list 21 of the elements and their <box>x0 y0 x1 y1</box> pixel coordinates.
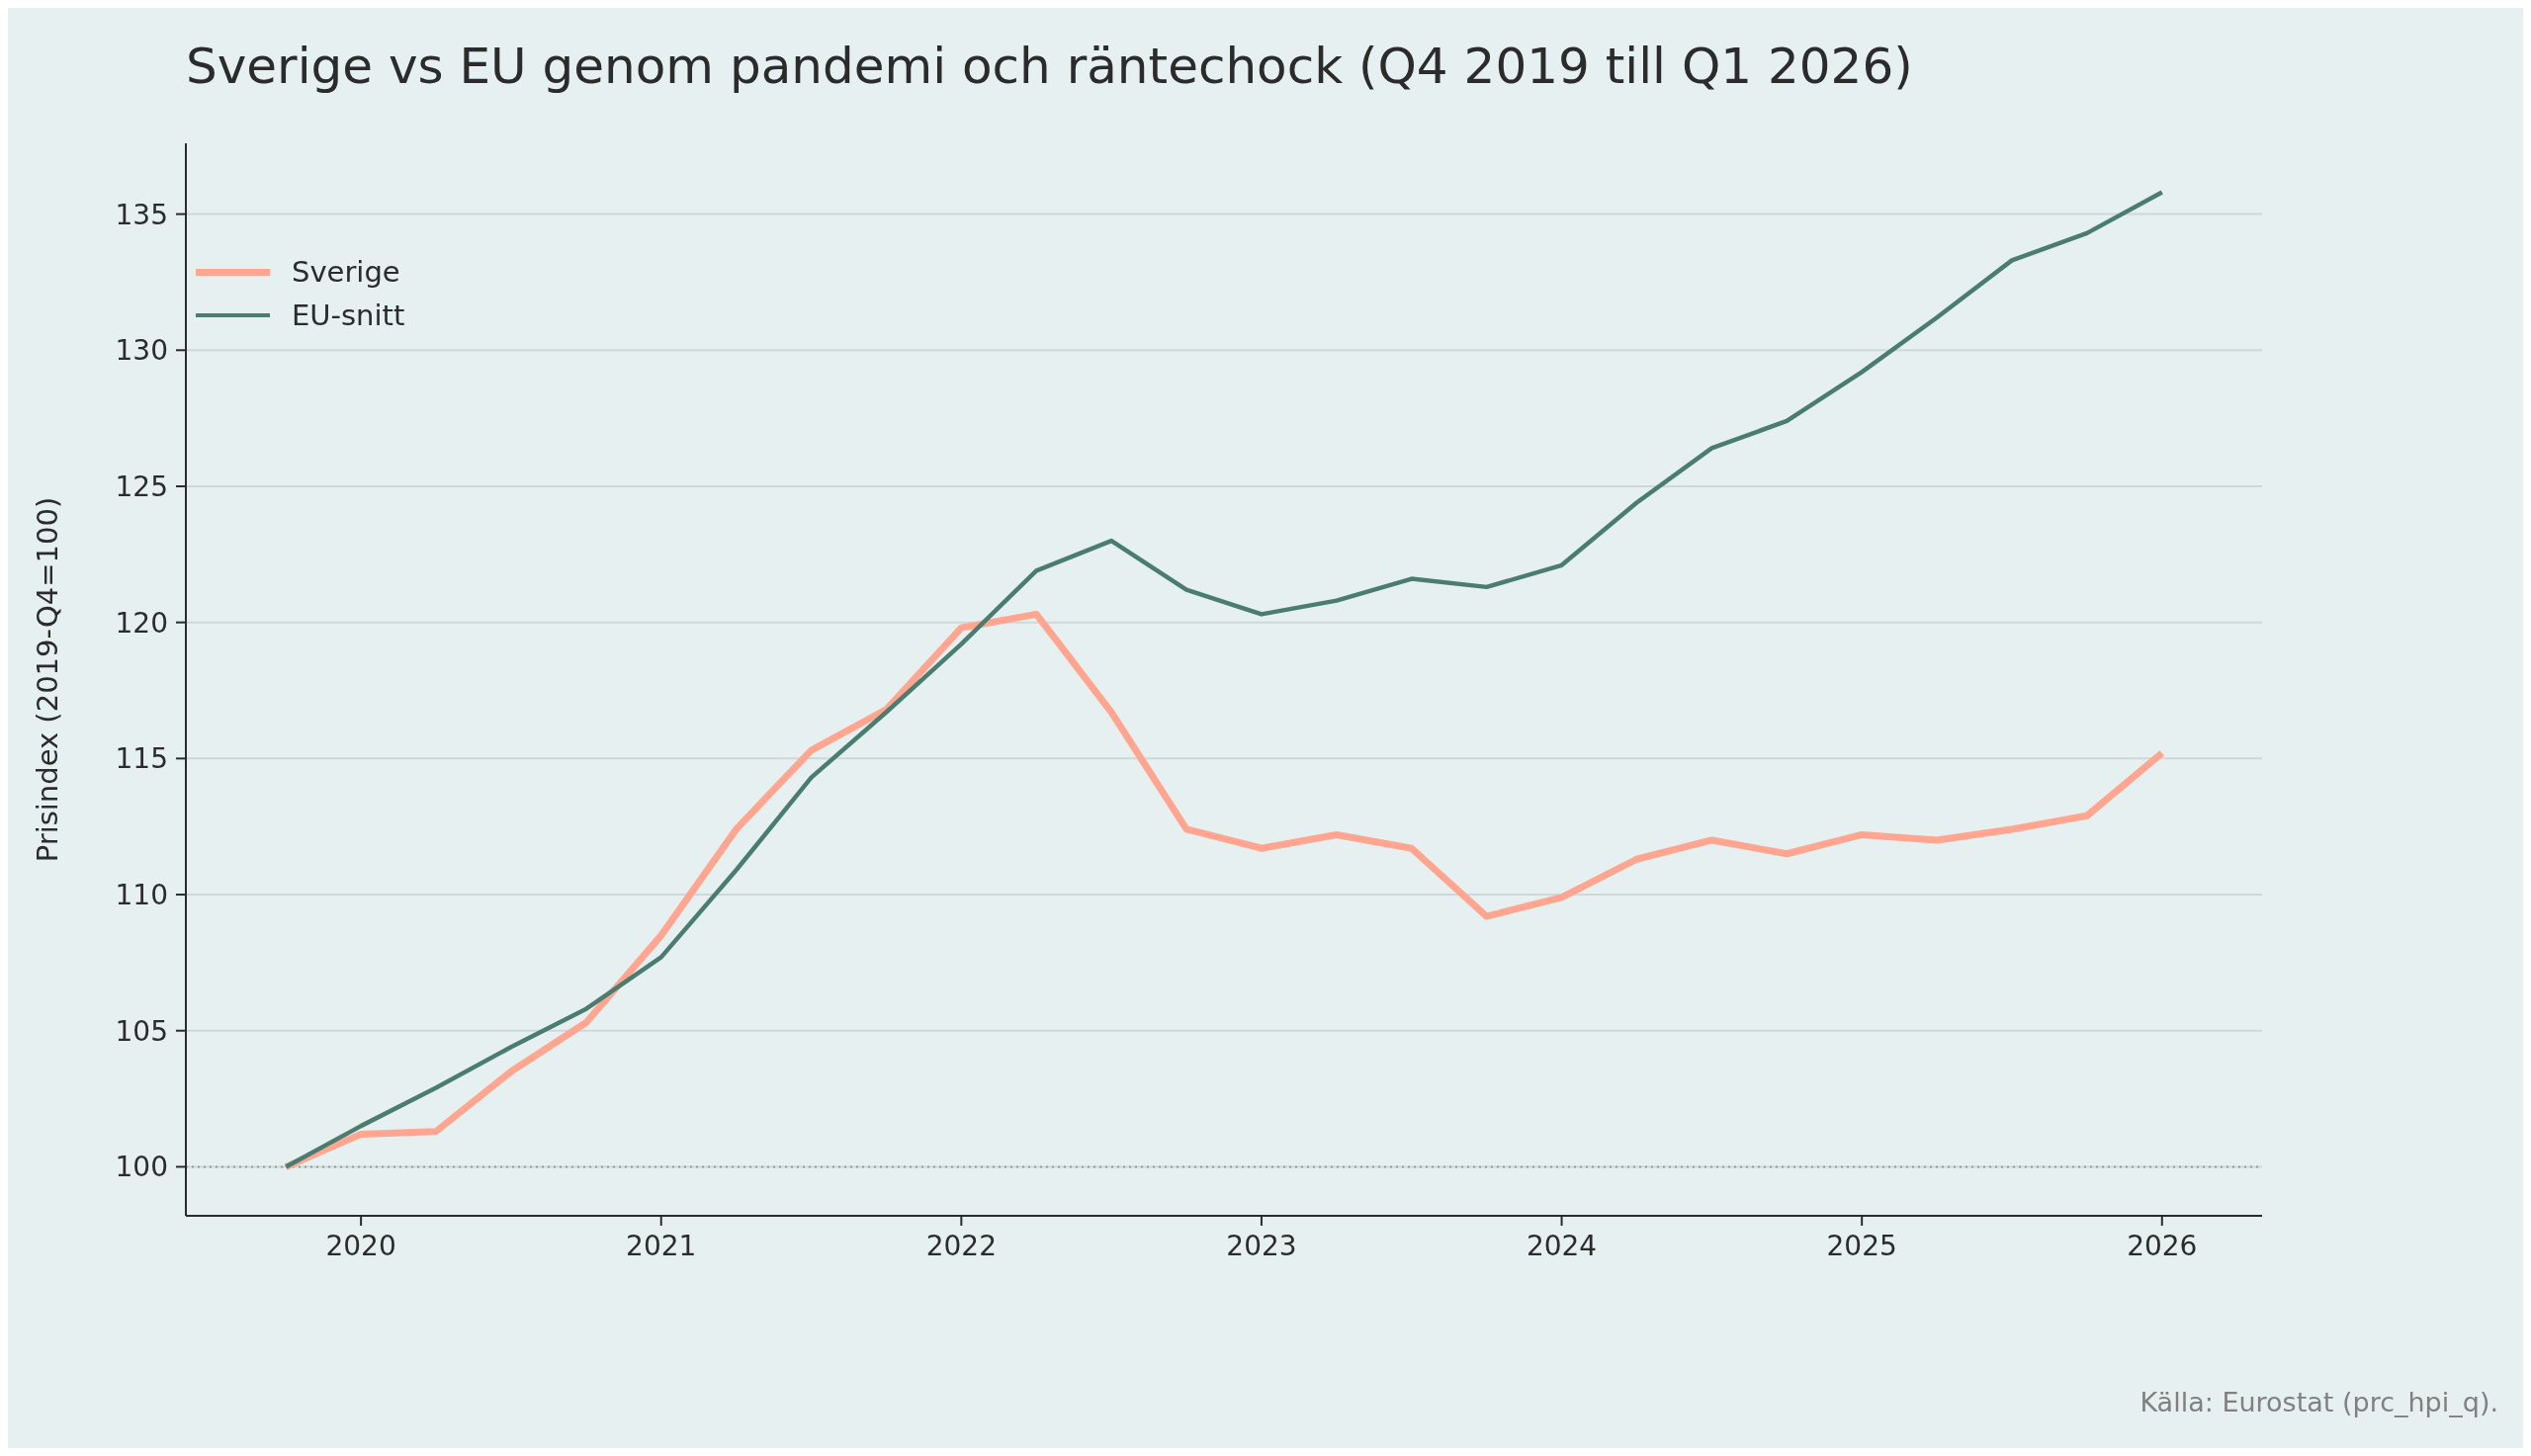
x-tick-label: 2026 <box>2127 1229 2198 1262</box>
y-tick-label: 110 <box>115 878 168 911</box>
y-tick-label: 105 <box>115 1014 168 1048</box>
x-tick-label: 2023 <box>1226 1229 1297 1262</box>
y-tick-label: 100 <box>115 1151 168 1184</box>
text: Källa: Eurostat (prc_hpi_q). <box>2139 1387 2498 1417</box>
x-tick-label: 2020 <box>325 1229 396 1262</box>
y-tick-label: 130 <box>115 334 168 368</box>
y-axis-title: Prisindex (2019-Q4=100) <box>31 496 65 863</box>
chart-title: Sverige vs EU genom pandemi och räntechock (Q4 2019 till Q1 2026) <box>186 38 1913 95</box>
x-tick-label: 2024 <box>1526 1229 1598 1262</box>
legend-label: EU-snitt <box>292 299 405 332</box>
y-tick-label: 115 <box>115 742 168 776</box>
y-tick-label: 125 <box>115 470 168 503</box>
legend-label: Sverige <box>292 255 400 289</box>
y-tick-label: 120 <box>115 606 168 640</box>
x-tick-label: 2022 <box>925 1229 997 1262</box>
line-series <box>283 190 2165 1169</box>
y-tick-label: 135 <box>115 198 168 231</box>
x-tick-label: 2021 <box>626 1229 697 1262</box>
x-tick-label: 2025 <box>1826 1229 1897 1262</box>
